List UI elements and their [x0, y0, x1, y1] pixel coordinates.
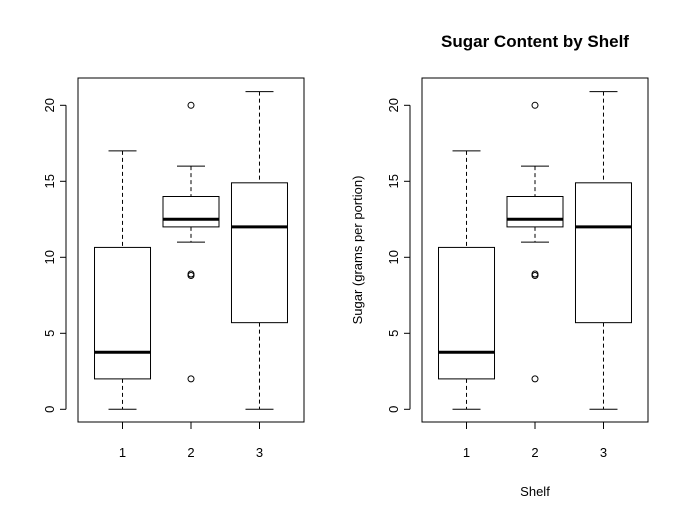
- y-tick-label: 0: [42, 406, 57, 413]
- iqr-box: [574, 182, 632, 324]
- y-axis-label: Sugar (grams per portion): [350, 176, 365, 325]
- panel-1: 0 5 10 15 20 1 2 3: [42, 77, 305, 460]
- iqr-box: [230, 182, 288, 324]
- box-1: [94, 150, 152, 410]
- y-tick-label: 15: [42, 174, 57, 188]
- box-2: [506, 101, 564, 383]
- panel-2: 0 5 10 15 20 1 2 3 Sugar Content by Shelf Shelf Su…: [350, 32, 649, 499]
- x-axis-label: Shelf: [520, 484, 550, 499]
- iqr-box: [506, 196, 564, 228]
- y-tick-label: 15: [386, 174, 401, 188]
- y-tick-label: 0: [386, 406, 401, 413]
- outlier-point: [187, 101, 195, 109]
- outlier-point: [187, 272, 195, 280]
- iqr-box: [162, 196, 220, 228]
- y-tick-label: 5: [42, 330, 57, 337]
- y-tick-label: 20: [386, 98, 401, 112]
- iqr-box: [438, 246, 496, 380]
- x-tick-label: 3: [600, 445, 607, 460]
- x-tick-label: 2: [187, 445, 194, 460]
- box-3: [230, 91, 288, 410]
- x-tick-label: 3: [256, 445, 263, 460]
- y-tick-label: 20: [42, 98, 57, 112]
- box-3: [574, 91, 632, 410]
- outlier-point: [531, 272, 539, 280]
- y-tick-label: 10: [42, 250, 57, 264]
- chart-title: Sugar Content by Shelf: [441, 32, 629, 51]
- outlier-point: [531, 101, 539, 109]
- box-2: [162, 101, 220, 383]
- box-1: [438, 150, 496, 410]
- x-tick-label: 1: [119, 445, 126, 460]
- iqr-box: [94, 246, 152, 380]
- y-tick-label: 5: [386, 330, 401, 337]
- x-tick-label: 1: [463, 445, 470, 460]
- x-tick-label: 2: [531, 445, 538, 460]
- outlier-point: [531, 375, 539, 383]
- y-tick-label: 10: [386, 250, 401, 264]
- outlier-point: [187, 375, 195, 383]
